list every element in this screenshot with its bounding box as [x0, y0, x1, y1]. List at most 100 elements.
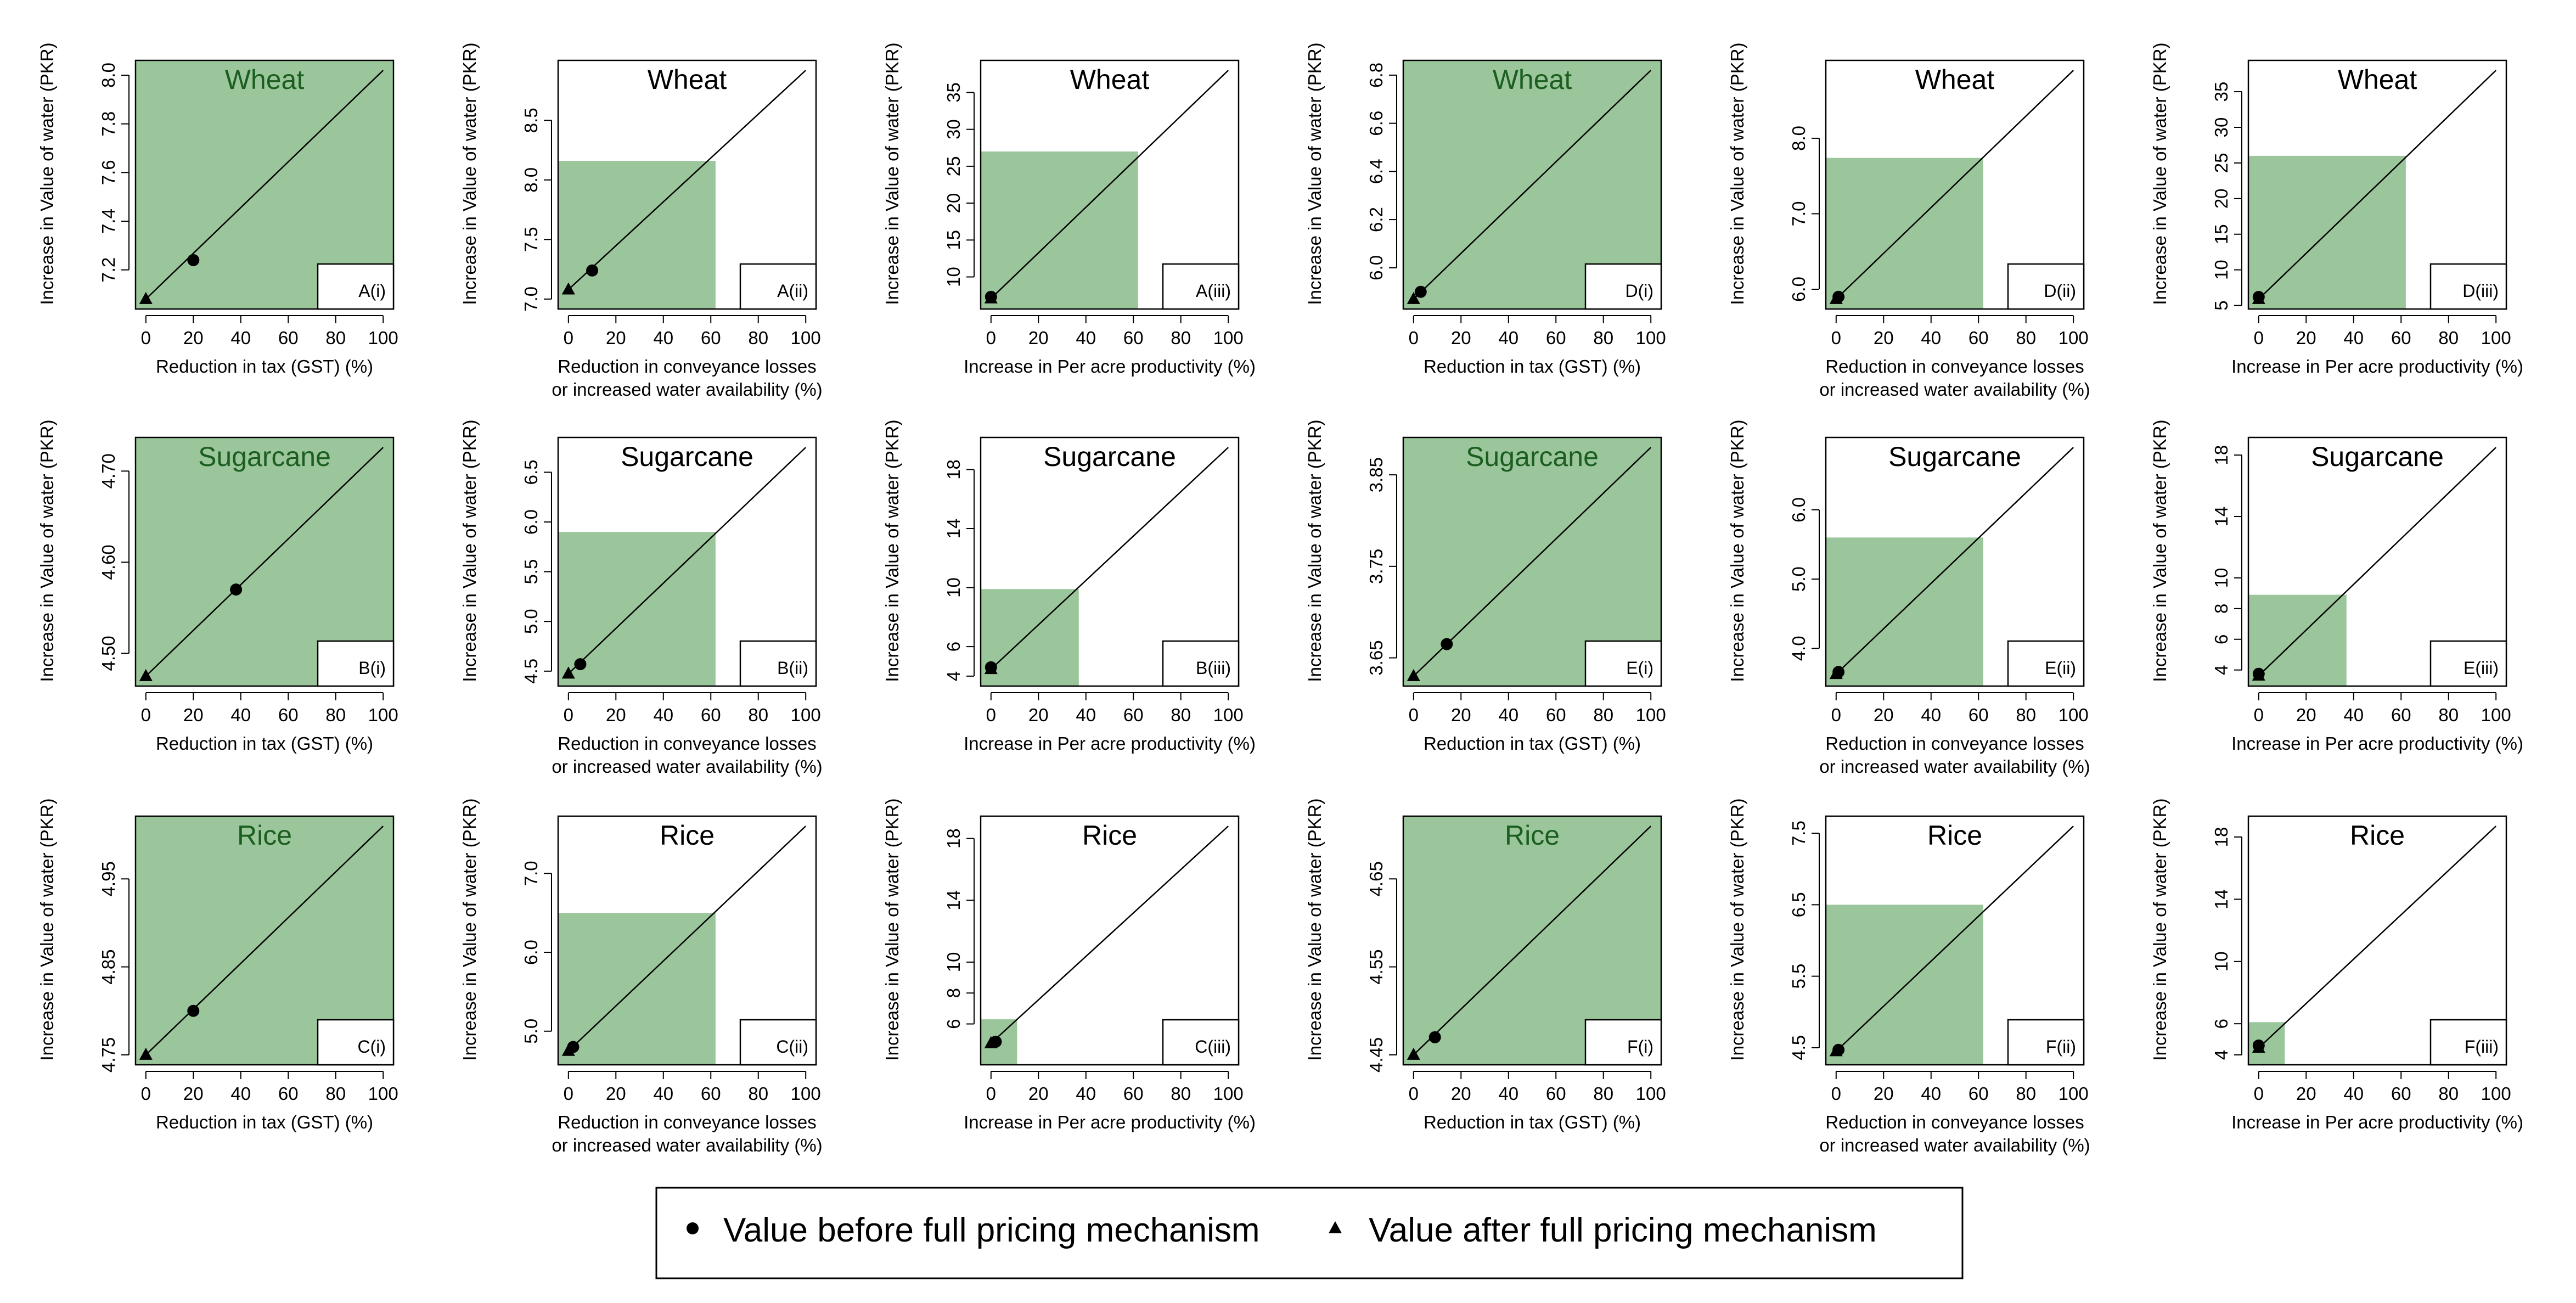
x-tick-label: 40: [2343, 1083, 2364, 1104]
panel-id-label: D(i): [1625, 281, 1653, 301]
y-tick-label: 6: [943, 1019, 964, 1029]
panel-a-i: Wheat A(i) 0 20 40 60 80 100 Reduction in tax (G…: [37, 42, 398, 377]
y-tick-label: 5.5: [521, 559, 541, 585]
x-axis-label: Increase in Per acre productivity (%): [964, 1112, 1256, 1132]
x-axis-label: or increased water availability (%): [1819, 756, 2090, 777]
panel-id-box: [2429, 1019, 2507, 1066]
x-tick-label: 40: [1921, 1083, 1941, 1104]
x-tick-label: 60: [278, 1083, 299, 1104]
y-axis-label: Increase in Value of water (PKR): [1304, 419, 1325, 682]
panel-id-box: [1162, 640, 1240, 687]
y-tick-label: 4.5: [521, 659, 541, 684]
x-tick-label: 0: [986, 1083, 996, 1104]
panel-title: Sugarcane: [2311, 441, 2444, 472]
y-tick-label: 6: [2211, 634, 2231, 644]
y-tick-label: 6.6: [1366, 111, 1386, 136]
legend-box: [655, 1187, 1964, 1279]
plot-frame: [134, 815, 395, 1066]
panel-id-label: B(iii): [1196, 658, 1231, 678]
x-tick-label: 100: [368, 328, 398, 348]
panel-id-label: C(iii): [1195, 1037, 1231, 1057]
panel-id-box: [1162, 1019, 1240, 1066]
y-tick-label: 6: [2211, 1019, 2231, 1029]
panel-c-ii: Rice C(ii) 0 20 40 60 80 100 Reduction in convey…: [459, 798, 823, 1155]
x-tick-label: 100: [791, 1083, 821, 1104]
y-tick-label: 4: [943, 671, 964, 681]
x-tick-label: 80: [2438, 1083, 2459, 1104]
y-tick-label: 7.5: [521, 227, 541, 252]
x-tick-label: 100: [2058, 705, 2089, 725]
y-tick-label: 4: [2211, 1050, 2231, 1060]
panel-title: Wheat: [1915, 64, 1995, 95]
y-tick-label: 5.0: [1788, 566, 1809, 592]
y-axis-label: Increase in Value of water (PKR): [1727, 419, 1747, 682]
legend-after-marker: [1329, 1221, 1342, 1233]
y-tick-label: 10: [943, 952, 964, 973]
x-tick-label: 40: [1921, 705, 1941, 725]
panel-title: Wheat: [1493, 64, 1572, 95]
panel-id-label: A(iii): [1196, 281, 1231, 301]
x-tick-label: 80: [2016, 328, 2036, 348]
x-tick-label: 60: [2391, 328, 2411, 348]
panel-a-iii: Wheat A(iii) 0 20 40 60 80 100 Increase in Per a…: [882, 42, 1256, 377]
x-axis-label: Increase in Per acre productivity (%): [2231, 1112, 2523, 1132]
y-axis-label: Increase in Value of water (PKR): [2150, 42, 2170, 305]
y-tick-label: 5.5: [1788, 964, 1809, 989]
value-line: [145, 825, 384, 1055]
y-axis-label: Increase in Value of water (PKR): [2150, 419, 2170, 682]
x-tick-label: 100: [1213, 1083, 1244, 1104]
x-axis-label: or increased water availability (%): [552, 1135, 822, 1155]
after-point-marker: [139, 291, 153, 304]
panel-id-box: [2429, 263, 2507, 310]
y-tick-label: 4.45: [1366, 1037, 1386, 1072]
y-tick-label: 35: [2211, 82, 2231, 102]
value-line: [567, 825, 807, 1052]
y-tick-label: 4: [2211, 665, 2231, 675]
x-tick-label: 0: [986, 328, 996, 348]
y-tick-label: 8: [943, 988, 964, 998]
x-tick-label: 20: [606, 705, 626, 725]
panel-id-label: F(ii): [2046, 1037, 2076, 1057]
x-tick-label: 40: [2343, 328, 2364, 348]
y-tick-label: 7.0: [521, 287, 541, 312]
x-tick-label: 60: [701, 328, 721, 348]
panel-f-iii: Rice F(iii) 0 20 40 60 80 100 Increase in Per ac…: [2150, 798, 2523, 1132]
x-axis-label: or increased water availability (%): [552, 756, 822, 777]
panel-b-i: Sugarcane B(i) 0 20 40 60 80 100 Reduction in ta…: [37, 419, 398, 754]
legend-after-label: Value after full pricing mechanism: [1369, 1211, 1877, 1249]
legend: Value before full pricing mechanism Valu…: [655, 1187, 1964, 1279]
x-tick-label: 40: [230, 328, 251, 348]
y-tick-label: 5: [2211, 300, 2231, 310]
y-axis-label: Increase in Value of water (PKR): [459, 798, 480, 1060]
panel-id-box: [317, 263, 395, 310]
x-tick-label: 20: [1028, 705, 1049, 725]
value-line: [2258, 70, 2497, 300]
panel-c-i: Rice C(i) 0 20 40 60 80 100 Reduction in tax (GS…: [37, 798, 398, 1132]
y-tick-label: 35: [943, 82, 964, 103]
shaded-region: [558, 161, 716, 309]
x-tick-label: 40: [1498, 705, 1518, 725]
x-tick-label: 100: [1213, 328, 1244, 348]
before-point-marker: [1414, 285, 1427, 298]
x-tick-label: 60: [1968, 1083, 1989, 1104]
x-axis-label: Reduction in tax (GST) (%): [156, 356, 373, 377]
after-point-marker: [984, 662, 998, 675]
panel-id-box: [2007, 1019, 2085, 1066]
panel-id-box: [739, 640, 817, 687]
value-line: [1835, 70, 2074, 300]
x-tick-label: 80: [325, 1083, 346, 1104]
panel-id-label: D(ii): [2044, 281, 2076, 301]
y-tick-label: 18: [943, 459, 964, 480]
after-point-marker: [139, 1047, 153, 1060]
value-line: [1413, 70, 1652, 300]
x-tick-label: 80: [1171, 705, 1191, 725]
after-point-marker: [1829, 667, 1843, 679]
x-axis-label: Reduction in tax (GST) (%): [156, 1112, 373, 1132]
x-tick-label: 40: [1076, 328, 1096, 348]
y-tick-label: 8.5: [521, 108, 541, 133]
panel-c-iii: Rice C(iii) 0 20 40 60 80 100 Increase in Per ac…: [882, 798, 1256, 1132]
value-line: [567, 447, 807, 675]
after-point-marker: [1407, 1047, 1420, 1060]
